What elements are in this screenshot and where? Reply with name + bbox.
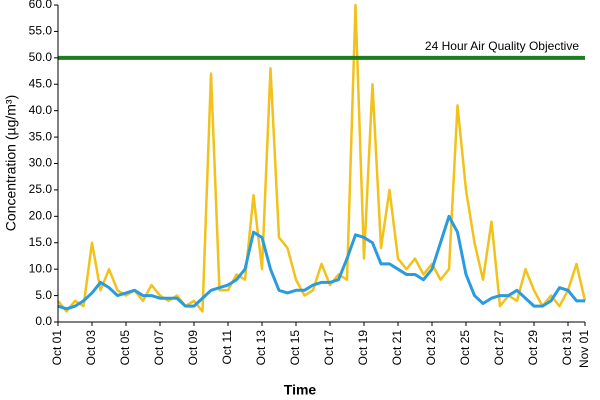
x-tick-label: Oct 15 <box>288 330 302 366</box>
x-tick-label: Oct 25 <box>458 330 472 366</box>
y-tick-label: 45.0 <box>29 76 53 90</box>
x-tick-label: Oct 21 <box>390 330 404 366</box>
x-tick-label: Oct 23 <box>424 330 438 366</box>
y-tick-label: 20.0 <box>29 209 53 223</box>
y-tick-label: 5.0 <box>35 288 52 302</box>
y-tick-label: 15.0 <box>29 235 53 249</box>
x-tick-label: Oct 05 <box>118 330 132 366</box>
y-tick-label: 40.0 <box>29 103 53 117</box>
x-tick-label: Oct 31 <box>560 330 574 366</box>
x-tick-label: Oct 27 <box>492 330 506 366</box>
x-axis-title: Time <box>284 382 317 398</box>
y-tick-label: 0.0 <box>35 314 52 328</box>
x-tick-label: Oct 03 <box>84 330 98 366</box>
reference-label: 24 Hour Air Quality Objective <box>425 39 579 53</box>
x-tick-label: Oct 29 <box>526 330 540 366</box>
y-tick-label: 30.0 <box>29 156 53 170</box>
x-tick-label: Oct 09 <box>186 330 200 366</box>
series-line <box>57 214 585 311</box>
x-tick-label: Oct 13 <box>254 330 268 366</box>
x-tick-label: Nov 01 <box>577 330 591 368</box>
y-tick-label: 10.0 <box>29 261 53 275</box>
y-axis-title: Concentration (µg/m³) <box>3 95 19 231</box>
x-tick-label: Oct 17 <box>322 330 336 366</box>
y-tick-label: 55.0 <box>29 24 53 38</box>
y-tick-label: 25.0 <box>29 182 53 196</box>
y-tick-label: 50.0 <box>29 50 53 64</box>
x-tick-label: Oct 07 <box>152 330 166 366</box>
x-tick-label: Oct 11 <box>220 330 234 365</box>
y-tick-label: 35.0 <box>29 129 53 143</box>
x-tick-label: Oct 19 <box>356 330 370 366</box>
y-tick-label: 60.0 <box>29 0 53 11</box>
x-tick-label: Oct 01 <box>50 330 64 366</box>
